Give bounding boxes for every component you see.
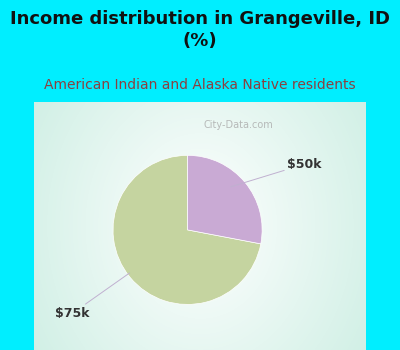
Text: $50k: $50k bbox=[231, 158, 322, 187]
Text: $75k: $75k bbox=[55, 273, 130, 320]
Text: American Indian and Alaska Native residents: American Indian and Alaska Native reside… bbox=[44, 78, 356, 92]
Wedge shape bbox=[113, 155, 261, 304]
Wedge shape bbox=[188, 155, 262, 244]
Text: City-Data.com: City-Data.com bbox=[203, 120, 273, 130]
Text: Income distribution in Grangeville, ID
(%): Income distribution in Grangeville, ID (… bbox=[10, 10, 390, 50]
